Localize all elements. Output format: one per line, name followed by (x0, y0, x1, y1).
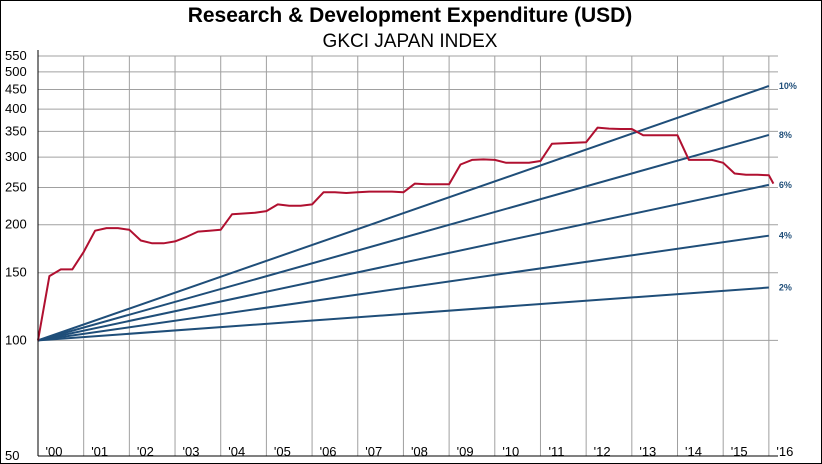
growth-line-10pct (37, 85, 770, 342)
x-tick-label: '14 (685, 444, 702, 459)
x-tick-label: '16 (776, 444, 793, 459)
grid-lines (37, 55, 778, 457)
y-tick-label: 50 (5, 448, 19, 463)
growth-line-6pct (37, 183, 770, 342)
y-tick-label: 200 (5, 217, 27, 232)
growth-line-label: 6% (779, 180, 792, 190)
x-tick-label: '06 (320, 444, 337, 459)
growth-rate-lines (37, 85, 770, 342)
growth-line-4pct (37, 234, 770, 342)
y-tick-label: 400 (5, 101, 27, 116)
y-tick-label: 450 (5, 81, 27, 96)
x-tick-label: '08 (411, 444, 428, 459)
x-tick-label: '07 (365, 444, 382, 459)
y-tick-label: 150 (5, 265, 27, 280)
x-tick-label: '15 (731, 444, 748, 459)
x-tick-label: '00 (46, 444, 63, 459)
y-tick-label: 500 (5, 64, 27, 79)
growth-line-label: 4% (779, 231, 792, 241)
x-tick-label: '01 (91, 444, 108, 459)
y-tick-label: 100 (5, 332, 27, 347)
growth-line-2pct (37, 286, 769, 342)
x-tick-label: '09 (457, 444, 474, 459)
x-tick-label: '11 (548, 444, 564, 459)
axes (37, 50, 778, 457)
y-tick-label: 550 (5, 48, 27, 63)
x-tick-label: '04 (228, 444, 245, 459)
growth-line-label: 2% (779, 283, 792, 293)
growth-line-label: 8% (779, 130, 792, 140)
x-tick-label: '12 (594, 444, 611, 459)
x-tick-label: '05 (274, 444, 291, 459)
y-tick-label: 300 (5, 149, 27, 164)
chart-subtitle: GKCI JAPAN INDEX (322, 31, 498, 52)
growth-line-label: 10% (779, 81, 797, 91)
y-tick-label: 250 (5, 180, 27, 195)
chart-title: Research & Development Expenditure (USD) (187, 4, 633, 27)
growth-line-8pct (37, 134, 770, 342)
x-tick-label: '10 (502, 444, 519, 459)
index-series (37, 126, 775, 341)
index-line (37, 126, 775, 341)
x-tick-label: '03 (183, 444, 200, 459)
x-tick-label: '02 (137, 444, 154, 459)
y-tick-label: 350 (5, 123, 27, 138)
x-tick-label: '13 (639, 444, 656, 459)
